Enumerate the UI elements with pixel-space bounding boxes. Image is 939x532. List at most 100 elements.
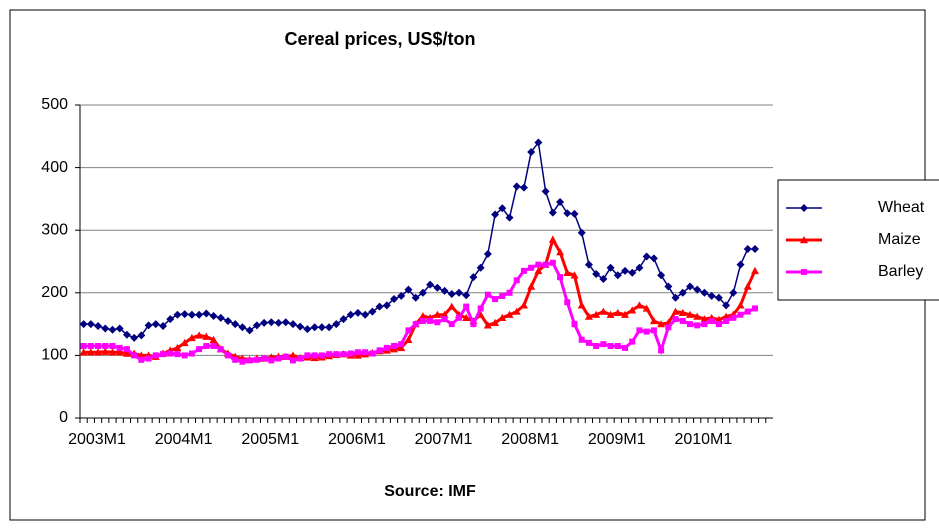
series-line <box>83 235 757 362</box>
marker <box>232 356 239 363</box>
marker <box>94 321 103 330</box>
marker <box>418 311 427 320</box>
marker <box>730 314 737 321</box>
marker <box>469 273 478 282</box>
marker <box>613 271 622 280</box>
x-tick-label: 2005M1 <box>241 431 299 448</box>
marker <box>275 355 282 362</box>
marker <box>87 343 94 350</box>
marker <box>326 351 333 358</box>
marker <box>671 307 680 315</box>
marker <box>346 310 355 319</box>
marker <box>549 259 556 266</box>
marker <box>108 325 117 334</box>
marker <box>281 318 290 327</box>
marker <box>267 318 276 327</box>
marker <box>628 268 637 277</box>
marker <box>152 352 159 359</box>
marker <box>801 269 807 275</box>
marker <box>743 282 752 290</box>
marker <box>260 318 269 327</box>
marker <box>657 320 666 328</box>
marker <box>664 282 673 291</box>
marker <box>332 320 341 329</box>
marker <box>223 316 232 325</box>
marker <box>672 316 679 323</box>
marker <box>231 320 240 329</box>
marker <box>289 357 296 364</box>
marker <box>606 310 615 318</box>
marker <box>455 314 462 321</box>
marker <box>557 274 564 281</box>
marker <box>658 347 665 354</box>
marker <box>584 312 593 320</box>
marker <box>80 343 87 350</box>
marker <box>317 323 326 332</box>
marker <box>95 343 102 350</box>
marker <box>577 228 586 237</box>
marker <box>411 293 420 302</box>
marker <box>476 263 485 272</box>
marker <box>245 326 254 335</box>
marker <box>649 316 658 325</box>
marker <box>470 321 477 328</box>
marker <box>462 313 471 322</box>
marker <box>195 310 204 319</box>
marker <box>101 324 110 333</box>
marker <box>548 208 557 217</box>
y-tick-label: 400 <box>41 159 68 176</box>
marker <box>743 244 752 253</box>
marker <box>707 291 716 300</box>
marker <box>238 323 247 332</box>
marker <box>130 333 139 342</box>
marker <box>447 290 456 299</box>
marker <box>593 343 600 350</box>
marker <box>534 266 543 275</box>
marker <box>397 343 406 352</box>
marker <box>108 348 117 356</box>
marker <box>145 355 152 362</box>
marker <box>635 263 644 272</box>
marker <box>642 304 651 312</box>
marker <box>505 310 514 318</box>
marker <box>375 302 384 311</box>
marker <box>433 310 442 318</box>
marker <box>570 271 579 279</box>
marker <box>592 270 601 279</box>
x-tick-label: 2009M1 <box>588 431 646 448</box>
marker <box>86 320 95 329</box>
marker <box>750 266 759 275</box>
marker <box>303 325 312 334</box>
marker <box>736 260 745 269</box>
marker <box>404 285 413 294</box>
marker <box>513 277 520 284</box>
marker <box>700 315 709 323</box>
marker <box>448 321 455 328</box>
marker <box>137 331 146 340</box>
marker <box>599 275 608 284</box>
marker <box>160 351 167 358</box>
marker <box>614 343 621 350</box>
legend-label: Maize <box>878 231 921 248</box>
marker <box>635 301 644 309</box>
marker <box>722 301 731 310</box>
marker <box>391 343 398 350</box>
marker <box>729 288 738 297</box>
marker <box>318 352 325 359</box>
marker <box>556 248 565 256</box>
marker <box>116 344 123 351</box>
marker <box>714 293 723 302</box>
marker <box>613 308 622 317</box>
marker <box>556 198 565 207</box>
marker <box>404 335 413 343</box>
marker <box>671 293 680 302</box>
marker <box>216 313 225 322</box>
marker <box>535 261 542 268</box>
marker <box>86 348 95 356</box>
marker <box>694 322 701 329</box>
marker <box>592 310 601 318</box>
marker <box>418 288 427 297</box>
marker <box>419 317 426 324</box>
marker <box>151 320 160 329</box>
